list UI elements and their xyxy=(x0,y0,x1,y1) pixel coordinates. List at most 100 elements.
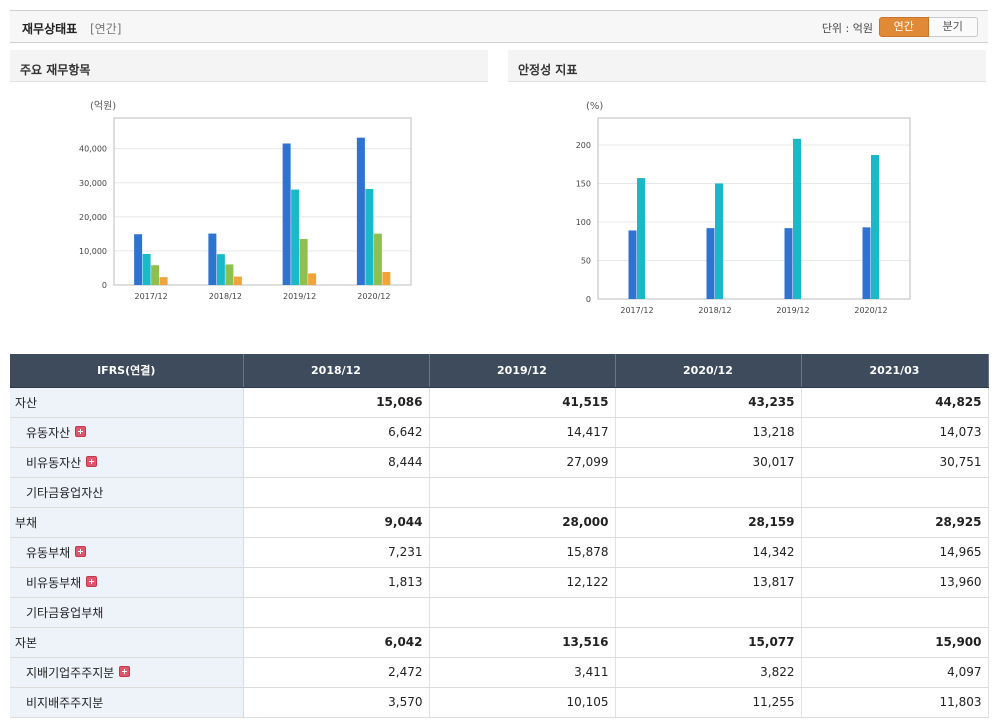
table-row: 기타금융업부채 xyxy=(10,597,989,628)
row-label-cell: 기타금융업부채 xyxy=(10,597,244,628)
bar-유동비율-2017/12[interactable] xyxy=(628,230,637,299)
value-cell: 28,000 xyxy=(429,507,616,538)
value-cell: 44,825 xyxy=(801,387,989,418)
bar-자산총계-2017/12[interactable] xyxy=(134,234,143,285)
value-cell: 1,813 xyxy=(243,567,430,598)
tab-annual[interactable]: 연간 xyxy=(879,17,929,37)
x-tick-label: 2020/12 xyxy=(854,306,887,315)
value-cell: 27,099 xyxy=(429,447,616,478)
row-label: 기타금융업자산 xyxy=(26,485,104,500)
table-row: 비유동부채 1,813 12,122 13,817 13,960 xyxy=(10,567,989,598)
value-cell: 15,900 xyxy=(801,627,989,658)
value-cell xyxy=(429,597,616,628)
row-label-cell[interactable]: 비유동부채 xyxy=(10,567,244,598)
tab-quarterly[interactable]: 분기 xyxy=(928,17,978,37)
row-label: 기타금융업부채 xyxy=(26,605,104,620)
value-cell: 7,231 xyxy=(243,537,430,568)
row-label: 비유동부채 xyxy=(26,575,82,590)
y-tick-label: 20,000 xyxy=(79,213,107,222)
row-label-cell[interactable]: 유동자산 xyxy=(10,417,244,448)
row-label-cell: 부채 xyxy=(10,507,244,538)
bar-유동비율-2019/12[interactable] xyxy=(784,228,793,299)
stability-panel-header: 안정성 지표 xyxy=(508,50,986,82)
unit-label: 단위 : 억원 xyxy=(821,22,873,35)
page-title: 재무상태표 xyxy=(22,22,78,36)
row-label: 비유동자산 xyxy=(26,455,82,470)
x-tick-label: 2019/12 xyxy=(283,292,316,301)
y-tick-label: 50 xyxy=(581,256,591,265)
value-cell: 30,751 xyxy=(801,447,989,478)
table-row: 유동자산 6,642 14,417 13,218 14,073 xyxy=(10,417,989,448)
bar-지배주주지분-2018/12[interactable] xyxy=(233,276,242,285)
bar-부채비율-2020/12[interactable] xyxy=(871,154,879,299)
value-cell: 15,878 xyxy=(429,537,616,568)
expand-plus-icon[interactable] xyxy=(75,425,87,437)
y-tick-label: 10,000 xyxy=(79,247,107,256)
bar-자산총계-2019/12[interactable] xyxy=(282,143,291,285)
bar-부채비율-2017/12[interactable] xyxy=(637,178,645,299)
stability-title: 안정성 지표 xyxy=(518,63,578,77)
value-cell: 30,017 xyxy=(615,447,802,478)
value-cell xyxy=(243,477,430,508)
expand-plus-icon[interactable] xyxy=(86,455,98,467)
table-row: 기타금융업자산 xyxy=(10,477,989,508)
row-label-cell[interactable]: 유동부채 xyxy=(10,537,244,568)
value-cell: 8,444 xyxy=(243,447,430,478)
x-tick-label: 2020/12 xyxy=(357,292,390,301)
row-label-cell[interactable]: 비유동자산 xyxy=(10,447,244,478)
bar-부채총계-2017/12[interactable] xyxy=(142,253,151,285)
expand-plus-icon[interactable] xyxy=(86,575,98,587)
row-label-cell: 자산 xyxy=(10,387,244,418)
row-label: 유동부채 xyxy=(26,545,71,560)
expand-plus-icon[interactable] xyxy=(75,545,87,557)
row-label-cell[interactable]: 지배기업주주지분 xyxy=(10,657,244,688)
bar-자본총계-2018/12[interactable] xyxy=(225,264,234,285)
table-row: 유동부채 7,231 15,878 14,342 14,965 xyxy=(10,537,989,568)
column-header: 2019/12 xyxy=(429,354,616,388)
bar-부채총계-2020/12[interactable] xyxy=(365,189,374,285)
row-label-cell: 비지배주주지분 xyxy=(10,687,244,718)
value-cell: 10,105 xyxy=(429,687,616,718)
value-cell xyxy=(243,597,430,628)
bar-유동비율-2018/12[interactable] xyxy=(706,228,715,299)
bar-자본총계-2017/12[interactable] xyxy=(151,265,160,285)
row-label: 부채 xyxy=(15,515,38,530)
period-toggle: 연간 분기 xyxy=(879,17,978,37)
value-cell: 15,077 xyxy=(615,627,802,658)
value-cell: 6,642 xyxy=(243,417,430,448)
table-row: 부채 9,044 28,000 28,159 28,925 xyxy=(10,507,989,538)
bar-자산총계-2020/12[interactable] xyxy=(356,137,365,285)
bar-부채총계-2018/12[interactable] xyxy=(216,254,225,285)
value-cell: 14,342 xyxy=(615,537,802,568)
table-row: 자본 6,042 13,516 15,077 15,900 xyxy=(10,627,989,658)
table-row: 비유동자산 8,444 27,099 30,017 30,751 xyxy=(10,447,989,478)
column-header: 2018/12 xyxy=(243,354,430,388)
y-tick-label: 0 xyxy=(586,295,591,304)
value-cell xyxy=(801,597,989,628)
bar-지배주주지분-2017/12[interactable] xyxy=(159,277,168,285)
bar-부채비율-2018/12[interactable] xyxy=(715,183,723,299)
y-tick-label: 0 xyxy=(102,281,107,290)
bar-자본총계-2019/12[interactable] xyxy=(299,238,308,285)
expand-plus-icon[interactable] xyxy=(119,665,131,677)
bar-유동비율-2020/12[interactable] xyxy=(862,227,871,299)
x-tick-label: 2017/12 xyxy=(620,306,653,315)
value-cell: 11,803 xyxy=(801,687,989,718)
bar-부채비율-2019/12[interactable] xyxy=(793,138,801,299)
bar-자산총계-2018/12[interactable] xyxy=(208,233,217,285)
y-tick-label: 40,000 xyxy=(79,145,107,154)
bar-지배주주지분-2020/12[interactable] xyxy=(382,271,391,285)
y-tick-label: 200 xyxy=(576,141,591,150)
value-cell: 9,044 xyxy=(243,507,430,538)
value-cell xyxy=(801,477,989,508)
bar-지배주주지분-2019/12[interactable] xyxy=(308,273,317,285)
value-cell: 14,965 xyxy=(801,537,989,568)
bar-자본총계-2020/12[interactable] xyxy=(373,233,382,285)
value-cell xyxy=(615,477,802,508)
value-cell: 3,411 xyxy=(429,657,616,688)
bar-부채총계-2019/12[interactable] xyxy=(291,189,300,285)
value-cell: 6,042 xyxy=(243,627,430,658)
row-label: 지배기업주주지분 xyxy=(26,665,115,680)
table-row: 자산 15,086 41,515 43,235 44,825 xyxy=(10,387,989,418)
value-cell: 3,570 xyxy=(243,687,430,718)
